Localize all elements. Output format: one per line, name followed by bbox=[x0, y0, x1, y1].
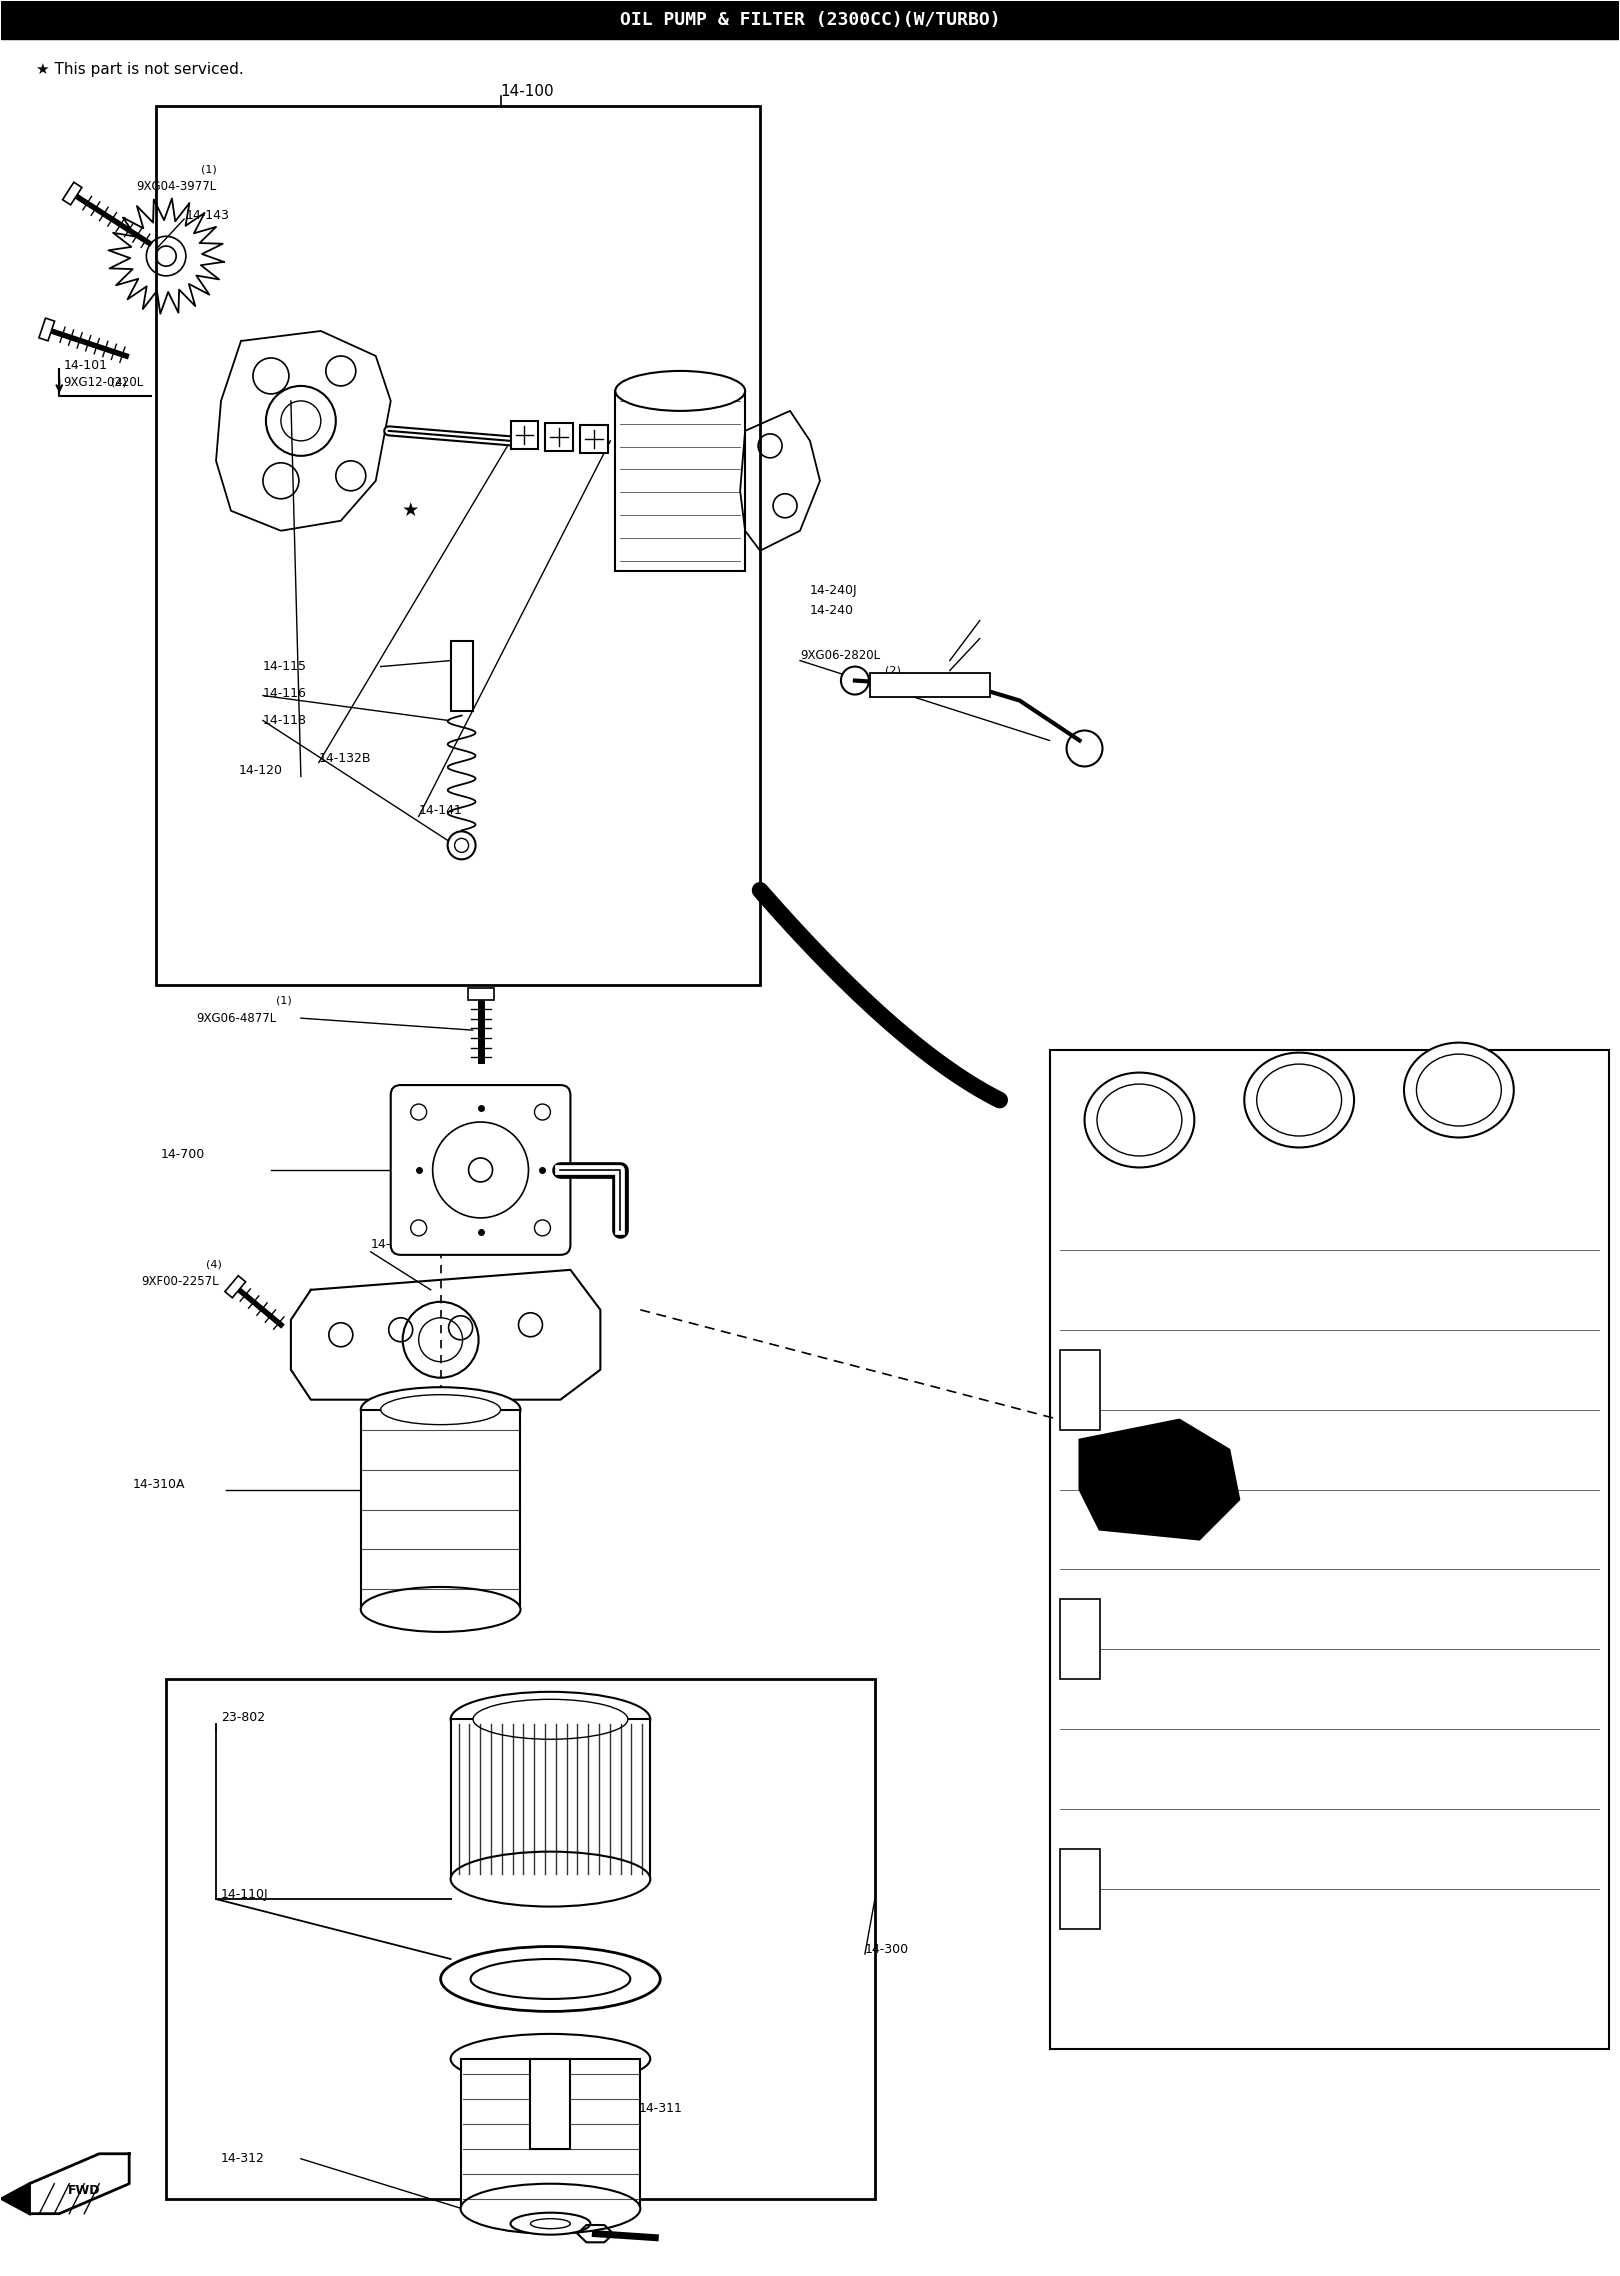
Ellipse shape bbox=[361, 1586, 520, 1632]
Bar bbox=[870, 674, 990, 696]
Text: ↺ 1500: ↺ 1500 bbox=[446, 1083, 492, 1097]
Text: OIL PUMP & FILTER (2300CC)(W/TURBO): OIL PUMP & FILTER (2300CC)(W/TURBO) bbox=[620, 11, 1000, 30]
Polygon shape bbox=[39, 319, 55, 341]
Text: ★: ★ bbox=[402, 501, 420, 521]
Ellipse shape bbox=[450, 2035, 650, 2085]
Text: 14-311: 14-311 bbox=[638, 2103, 682, 2114]
Text: 14-310A: 14-310A bbox=[133, 1477, 186, 1491]
Polygon shape bbox=[225, 1275, 246, 1297]
Bar bbox=[2, 2, 1618, 39]
Text: 14-342A: 14-342A bbox=[371, 1238, 423, 1252]
Text: ↺ 1500 / 15-546: ↺ 1500 / 15-546 bbox=[426, 1133, 528, 1147]
Text: 14-700: 14-700 bbox=[160, 1149, 206, 1161]
Ellipse shape bbox=[450, 1691, 650, 1746]
Bar bbox=[1059, 1350, 1100, 1429]
Circle shape bbox=[841, 667, 868, 694]
Text: 14-240J: 14-240J bbox=[810, 585, 857, 596]
Polygon shape bbox=[468, 988, 494, 999]
Text: 14-110J: 14-110J bbox=[220, 1887, 269, 1900]
Ellipse shape bbox=[616, 371, 745, 412]
Text: 9XG06-2820L: 9XG06-2820L bbox=[800, 649, 880, 662]
Ellipse shape bbox=[510, 2212, 590, 2235]
Ellipse shape bbox=[450, 1853, 650, 1907]
Text: 14-274: 14-274 bbox=[575, 2146, 619, 2160]
Text: (4): (4) bbox=[206, 1261, 222, 1270]
Ellipse shape bbox=[441, 1946, 661, 2012]
Text: 14-300: 14-300 bbox=[865, 1941, 909, 1955]
Ellipse shape bbox=[1244, 1052, 1354, 1147]
Bar bbox=[460, 2060, 640, 2208]
Bar bbox=[1050, 1049, 1609, 2048]
Polygon shape bbox=[29, 2153, 130, 2215]
Text: 9XF00-2257L: 9XF00-2257L bbox=[141, 1275, 219, 1288]
Bar bbox=[530, 2060, 570, 2149]
Circle shape bbox=[447, 831, 476, 860]
Text: 14-115: 14-115 bbox=[262, 660, 306, 674]
Ellipse shape bbox=[460, 2183, 640, 2233]
Text: (1): (1) bbox=[275, 995, 292, 1006]
Text: 14-101: 14-101 bbox=[63, 360, 107, 373]
Text: 14-100: 14-100 bbox=[501, 84, 554, 98]
Circle shape bbox=[455, 838, 468, 851]
Bar bbox=[580, 426, 609, 453]
Text: 14-240: 14-240 bbox=[810, 603, 854, 617]
Ellipse shape bbox=[530, 2219, 570, 2228]
Text: 14-143: 14-143 bbox=[186, 209, 230, 221]
Text: / 15-536A: / 15-536A bbox=[458, 1102, 520, 1115]
Bar bbox=[361, 1409, 520, 1609]
Text: (4): (4) bbox=[112, 378, 126, 387]
Text: 23-802: 23-802 bbox=[220, 1712, 266, 1723]
Bar bbox=[156, 107, 760, 986]
Text: 9XG06-4877L: 9XG06-4877L bbox=[196, 1011, 277, 1024]
Ellipse shape bbox=[1416, 1054, 1502, 1127]
Text: ★ This part is not serviced.: ★ This part is not serviced. bbox=[36, 61, 245, 77]
Text: 14-118: 14-118 bbox=[262, 715, 306, 726]
Text: ★: ★ bbox=[653, 412, 667, 430]
Bar bbox=[450, 640, 473, 710]
Ellipse shape bbox=[1405, 1042, 1513, 1138]
Polygon shape bbox=[63, 182, 83, 205]
Text: 14-120: 14-120 bbox=[240, 765, 284, 776]
Ellipse shape bbox=[470, 1960, 630, 1998]
Ellipse shape bbox=[1097, 1083, 1183, 1156]
Ellipse shape bbox=[1084, 1072, 1194, 1168]
Bar bbox=[546, 423, 573, 451]
Polygon shape bbox=[1079, 1420, 1239, 1539]
Text: (1): (1) bbox=[201, 164, 217, 175]
Bar bbox=[450, 1718, 650, 1880]
Bar bbox=[1059, 1600, 1100, 1680]
FancyBboxPatch shape bbox=[390, 1086, 570, 1254]
Ellipse shape bbox=[381, 1395, 501, 1425]
Bar bbox=[167, 1680, 875, 2199]
Text: 9XG04-3977L: 9XG04-3977L bbox=[136, 180, 217, 193]
Ellipse shape bbox=[361, 1386, 520, 1432]
Text: 9XG12-0220L: 9XG12-0220L bbox=[63, 376, 144, 389]
Text: 14-132B: 14-132B bbox=[319, 751, 371, 765]
Polygon shape bbox=[2, 2183, 29, 2215]
Bar bbox=[1059, 1848, 1100, 1930]
Text: (2): (2) bbox=[885, 665, 901, 676]
Bar bbox=[616, 391, 745, 571]
Circle shape bbox=[468, 1158, 492, 1181]
Text: 14-116: 14-116 bbox=[262, 687, 306, 701]
Text: 14-312: 14-312 bbox=[220, 2153, 266, 2164]
Bar bbox=[510, 421, 538, 448]
Text: 14-141: 14-141 bbox=[418, 803, 463, 817]
Ellipse shape bbox=[473, 1700, 629, 1739]
Ellipse shape bbox=[1257, 1065, 1341, 1136]
Text: FWD: FWD bbox=[68, 2185, 100, 2196]
